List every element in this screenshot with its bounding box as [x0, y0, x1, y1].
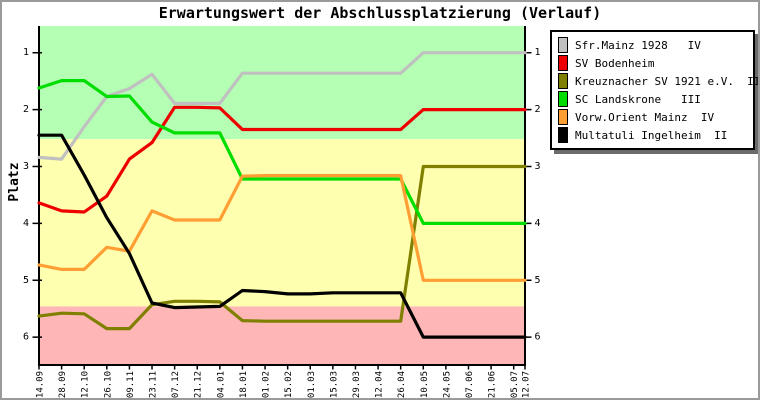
x-tick-label: 28.09 — [58, 371, 68, 398]
legend-label: SV Bodenheim — [575, 56, 655, 70]
legend-swatch-kreuznacher-sv-1921 — [558, 73, 568, 89]
legend-item-multatuli-ingelheim: Multatuli Ingelheim II — [558, 126, 753, 144]
x-tick-label: 01.03 — [307, 371, 317, 398]
legend-label: Sfr.Mainz 1928 IV — [575, 38, 701, 52]
legend-item-sc-landskrone: SC Landskrone III — [558, 90, 753, 108]
x-tick-label: 12.04 — [375, 371, 385, 398]
x-tick-label: 07.06 — [465, 371, 475, 398]
x-tick-label: 29.03 — [352, 371, 362, 398]
legend-label: Multatuli Ingelheim II — [575, 128, 728, 142]
x-tick-label: 18.01 — [239, 371, 249, 398]
y-tick-label-left: 4 — [23, 218, 29, 229]
x-tick-label: 15.02 — [284, 371, 294, 398]
y-tick-label-left: 1 — [23, 47, 29, 58]
legend-swatch-sfr-mainz-1928 — [558, 37, 568, 53]
chart-title: Erwartungswert der Abschlussplatzierung … — [158, 4, 602, 22]
x-tick-label: 15.03 — [329, 371, 339, 398]
y-tick-label-right: 1 — [535, 47, 541, 58]
legend-swatch-sc-landskrone — [558, 91, 568, 107]
legend-item-kreuznacher-sv-1921: Kreuznacher SV 1921 e.V. III — [558, 72, 758, 90]
y-tick-label-left: 5 — [23, 275, 29, 286]
y-tick-label-right: 2 — [535, 104, 541, 115]
x-tick-label: 07.12 — [171, 371, 181, 398]
series-line-sfr-mainz-1928 — [37, 51, 527, 161]
x-tick-label: 26.04 — [397, 371, 407, 398]
legend-item-vorw-orient-mainz: Vorw.Orient Mainz IV — [558, 108, 753, 126]
y-tick-label-right: 5 — [535, 275, 541, 286]
x-tick-label: 12.07 — [522, 371, 532, 398]
x-tick-label: 10.05 — [420, 371, 430, 398]
series-line-sv-bodenheim — [37, 105, 527, 214]
y-tick-label-right: 4 — [535, 218, 541, 229]
series-line-sc-landskrone — [37, 78, 527, 225]
legend-item-sv-bodenheim: SV Bodenheim — [558, 54, 753, 72]
y-tick-label-right: 6 — [535, 332, 541, 343]
y-tick-label-left: 6 — [23, 332, 29, 343]
x-tick-label: 12.10 — [81, 371, 91, 398]
legend: Sfr.Mainz 1928 IV SV Bodenheim Kreuznacher… — [550, 30, 758, 150]
legend-label: Kreuznacher SV 1921 e.V. III — [575, 74, 760, 88]
series-line-multatuli-ingelheim — [37, 133, 527, 339]
legend-swatch-vorw-orient-mainz — [558, 109, 568, 125]
y-tick-label-left: 2 — [23, 104, 29, 115]
x-tick-label: 24.05 — [442, 371, 452, 398]
legend-item-sfr-mainz-1928: Sfr.Mainz 1928 IV — [558, 36, 753, 54]
x-tick-label: 04.01 — [216, 371, 226, 398]
series-line-kreuznacher-sv-1921 — [37, 164, 527, 331]
x-tick-label: 21.06 — [488, 371, 498, 398]
x-tick-label: 23.11 — [149, 371, 159, 398]
x-tick-label: 09.11 — [126, 371, 136, 398]
x-tick-label: 26.10 — [103, 371, 113, 398]
legend-label: Vorw.Orient Mainz IV — [575, 110, 715, 124]
y-tick-label-left: 3 — [23, 161, 29, 172]
series-line-vorw-orient-mainz — [37, 174, 527, 282]
legend-label: SC Landskrone III — [575, 92, 701, 106]
x-tick-label: 05.07 — [510, 371, 520, 398]
x-tick-label: 14.09 — [36, 371, 46, 398]
band-green-zone — [39, 26, 525, 140]
legend-swatch-sv-bodenheim — [558, 55, 568, 71]
x-tick-label: 21.12 — [194, 371, 204, 398]
y-tick-label-right: 3 — [535, 161, 541, 172]
legend-swatch-multatuli-ingelheim — [558, 127, 568, 143]
x-tick-label: 01.02 — [262, 371, 272, 398]
